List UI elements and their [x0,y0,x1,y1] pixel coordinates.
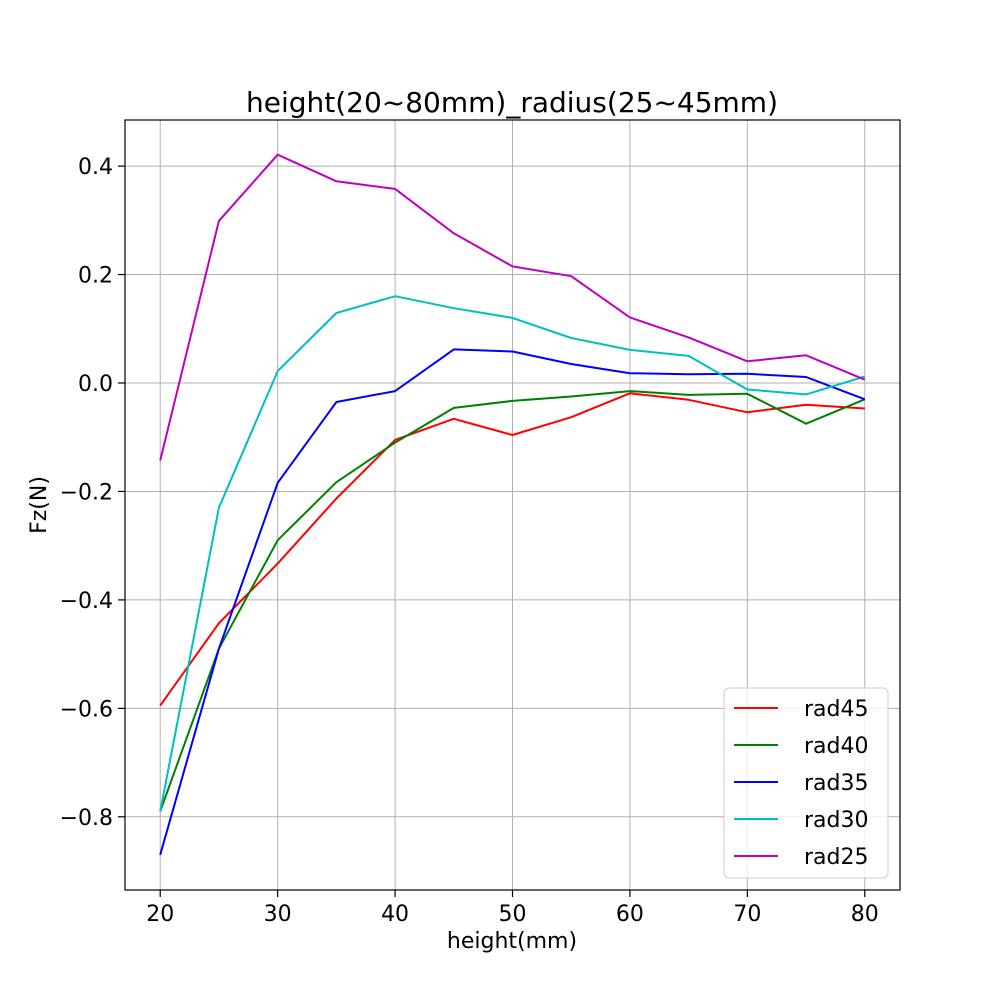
series-line-rad40 [159,390,866,812]
y-axis-label: Fz(N) [27,476,52,534]
y-tick-label: −0.8 [60,806,113,831]
x-tick-label: 50 [499,902,527,927]
x-tick-label: 70 [733,902,761,927]
legend-label-rad40: rad40 [804,734,869,759]
y-tick-label: −0.2 [60,480,113,505]
legend: rad45 rad40 rad35 rad30 rad25 [723,687,889,879]
y-tick-label: −0.6 [60,697,113,722]
series-line-rad35 [159,348,866,856]
y-tick-label: 0.0 [78,372,113,397]
x-axis: 20 30 40 50 60 70 80 [146,890,879,927]
series-layer [159,153,866,856]
grid [125,120,900,890]
x-tick-label: 60 [616,902,644,927]
x-tick-label: 30 [264,902,292,927]
x-axis-label: height(mm) [447,929,577,954]
series-line-rad30 [159,295,866,812]
legend-label-rad25: rad25 [804,845,869,870]
y-tick-label: 0.4 [78,155,113,180]
legend-label-rad30: rad30 [804,808,869,833]
x-tick-label: 20 [146,902,174,927]
legend-label-rad35: rad35 [804,771,869,796]
legend-box [723,687,889,879]
y-tick-label: 0.2 [78,264,113,289]
y-tick-label: −0.4 [60,589,113,614]
chart-title: height(20~80mm)_radius(25~45mm) [246,86,778,119]
x-tick-label: 80 [851,902,879,927]
y-axis: −0.8 −0.6 −0.4 −0.2 0.0 0.2 0.4 [60,155,125,831]
x-tick-label: 40 [381,902,409,927]
series-line-rad45 [159,392,865,707]
series-line-rad25 [159,153,866,461]
legend-label-rad45: rad45 [804,697,869,722]
